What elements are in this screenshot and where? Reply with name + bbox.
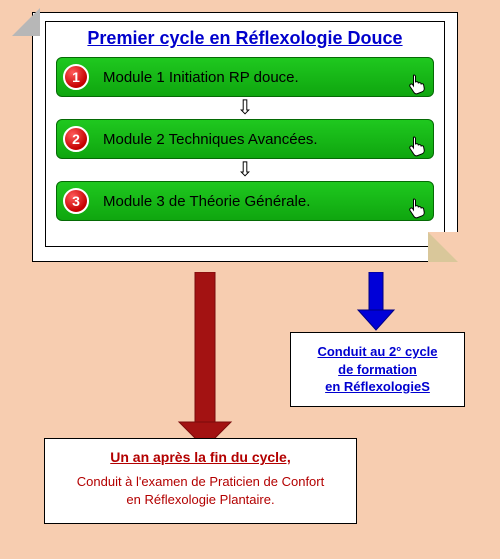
box-blue-line2: de formation [299, 361, 456, 379]
module-label: Module 3 de Théorie Générale. [103, 193, 310, 210]
box-second-cycle[interactable]: Conduit au 2° cycle de formation en Réfl… [290, 332, 465, 407]
down-arrow-small: ⇩ [56, 99, 434, 117]
module-2[interactable]: 2 Module 2 Techniques Avancées. [56, 119, 434, 159]
page-fold-top-left [12, 8, 40, 36]
module-number-badge: 1 [63, 64, 89, 90]
module-number-badge: 2 [63, 126, 89, 152]
hand-cursor-icon [405, 72, 429, 100]
box-red-body-line2: en Réflexologie Plantaire. [126, 492, 274, 507]
hand-cursor-icon [405, 196, 429, 224]
arrow-red-down [175, 272, 235, 457]
down-arrow-small: ⇩ [56, 161, 434, 179]
top-card-inner: Premier cycle en Réflexologie Douce 1 Mo… [45, 21, 445, 247]
module-label: Module 2 Techniques Avancées. [103, 131, 318, 148]
module-3[interactable]: 3 Module 3 de Théorie Générale. [56, 181, 434, 221]
page-fold-bottom-right [428, 232, 458, 262]
box-red-body-line1: Conduit à l'examen de Praticien de Confo… [77, 474, 324, 489]
module-number-badge: 3 [63, 188, 89, 214]
arrow-blue-down [356, 272, 396, 339]
card-title: Premier cycle en Réflexologie Douce [56, 28, 434, 49]
box-exam: Un an après la fin du cycle, Conduit à l… [44, 438, 357, 524]
hand-cursor-icon [405, 134, 429, 162]
box-blue-line1: Conduit au 2° cycle [299, 343, 456, 361]
module-1[interactable]: 1 Module 1 Initiation RP douce. [56, 57, 434, 97]
module-label: Module 1 Initiation RP douce. [103, 69, 299, 86]
top-card: Premier cycle en Réflexologie Douce 1 Mo… [32, 12, 458, 262]
box-blue-line3: en RéflexologieS [299, 378, 456, 396]
box-red-heading: Un an après la fin du cycle, [59, 449, 342, 465]
